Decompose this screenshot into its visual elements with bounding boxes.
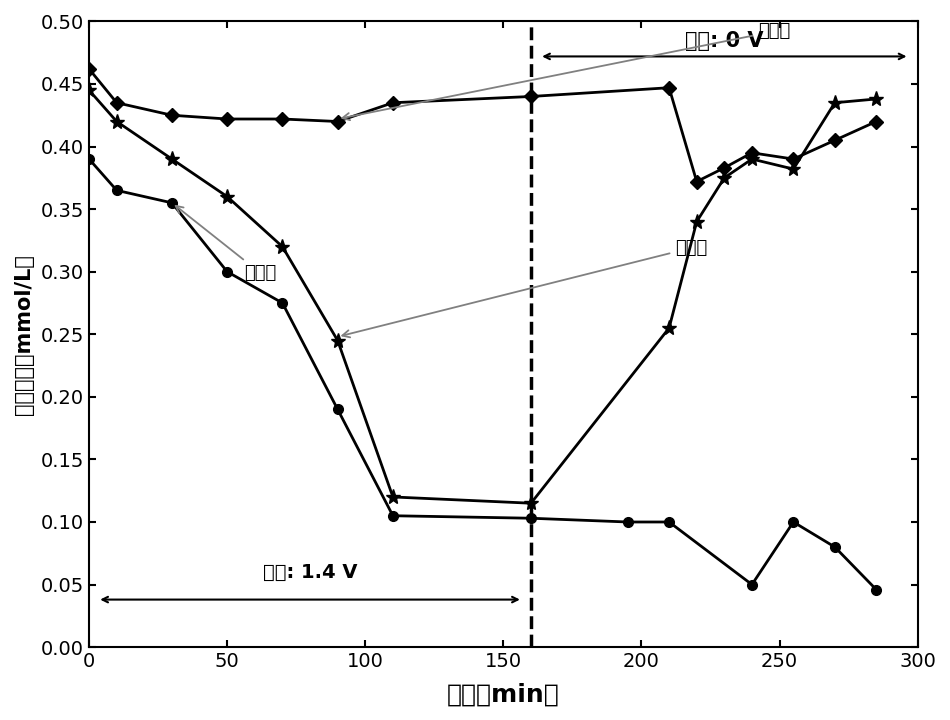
Text: 电压: 1.4 V: 电压: 1.4 V: [263, 563, 357, 582]
Text: 鐵离子: 鐵离子: [176, 206, 276, 282]
Text: 电压: 0 V: 电压: 0 V: [685, 32, 764, 51]
Y-axis label: 离子浓度（mmol/L）: 离子浓度（mmol/L）: [14, 254, 34, 415]
Text: 锂离子: 锂离子: [342, 22, 790, 120]
X-axis label: 时间（min）: 时间（min）: [447, 682, 560, 706]
Text: 镁离子: 镁离子: [342, 239, 708, 338]
